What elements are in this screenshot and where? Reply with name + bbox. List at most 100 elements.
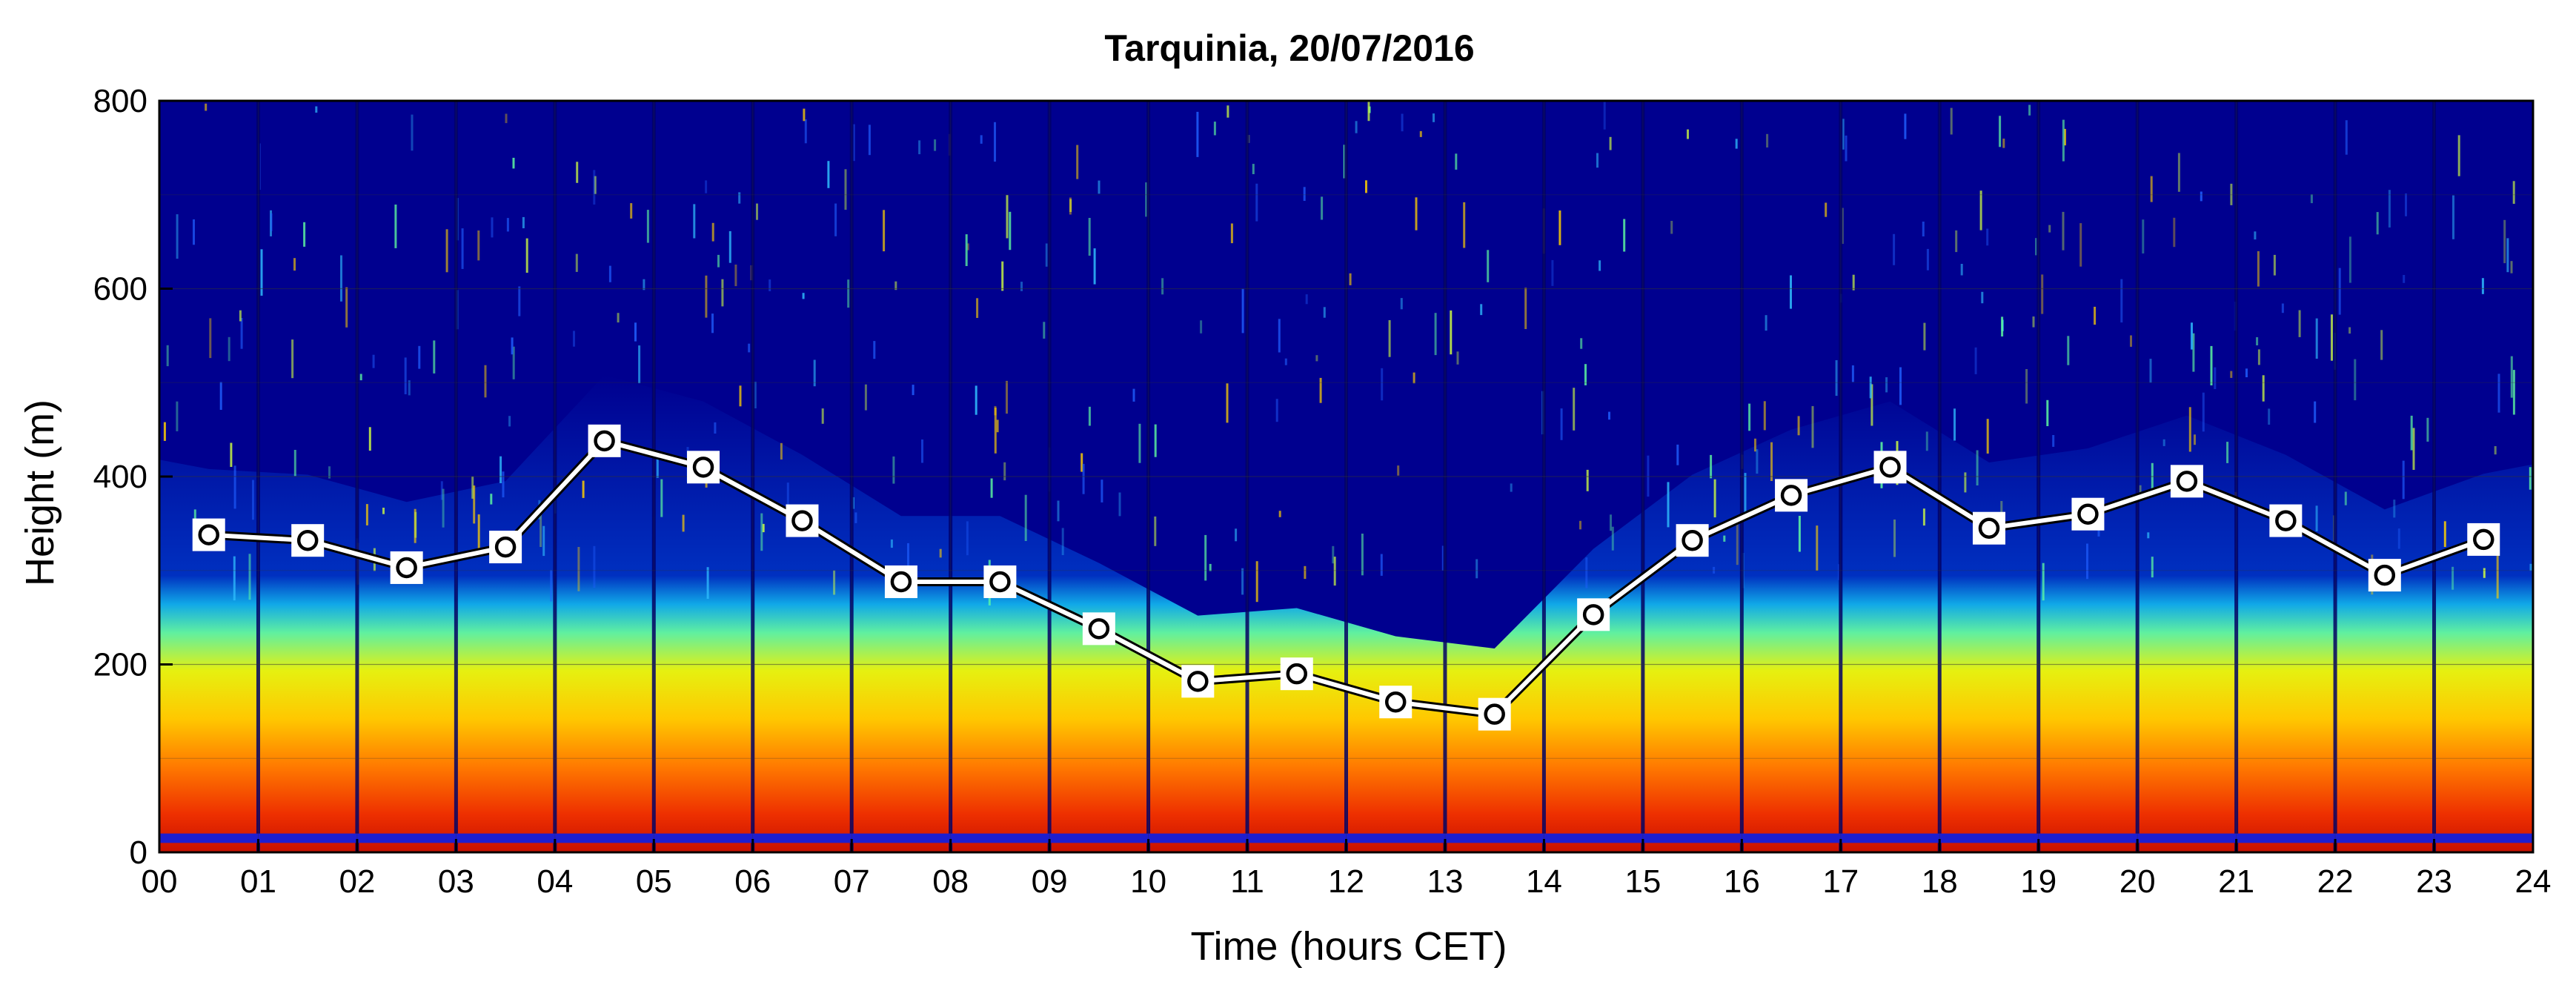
echogram-speckle bbox=[1319, 377, 1322, 403]
x-tick-label: 05 bbox=[636, 863, 672, 900]
echogram-speckle bbox=[1001, 261, 1004, 291]
echogram-speckle bbox=[1230, 223, 1233, 244]
echogram-speckle bbox=[1450, 310, 1453, 355]
echogram-speckle bbox=[2173, 217, 2176, 248]
echogram-speckle bbox=[868, 125, 871, 156]
echogram-speckle bbox=[228, 336, 230, 362]
echogram-speckle bbox=[990, 478, 993, 498]
echogram-speckle bbox=[260, 249, 263, 296]
echogram-speckle bbox=[1551, 259, 1554, 286]
echogram-speckle bbox=[163, 422, 166, 441]
echogram-speckle bbox=[608, 265, 611, 282]
echogram-speckle bbox=[1241, 568, 1244, 595]
echogram-speckle bbox=[518, 286, 521, 316]
echogram-speckle bbox=[1893, 520, 1896, 557]
echogram-speckle bbox=[1923, 322, 1926, 351]
echogram-speckle bbox=[854, 512, 857, 523]
echogram-speckle bbox=[2315, 318, 2318, 359]
echogram-speckle bbox=[630, 203, 633, 219]
echogram-speckle bbox=[404, 357, 407, 394]
echogram-speckle bbox=[445, 229, 448, 273]
echogram-speckle bbox=[1333, 557, 1336, 586]
echogram-speckle bbox=[2079, 223, 2082, 267]
echogram-speckle bbox=[2001, 316, 2004, 336]
echogram-speckle bbox=[1974, 347, 1977, 374]
echogram-speckle bbox=[980, 135, 983, 144]
echogram-speckle bbox=[502, 471, 505, 498]
echogram-speckle bbox=[1585, 557, 1588, 588]
echogram-speckle bbox=[802, 293, 805, 299]
echogram-speckle bbox=[2052, 435, 2055, 447]
echogram-speckle bbox=[2149, 359, 2152, 383]
echogram-speckle bbox=[1960, 264, 1963, 276]
echogram-speckle bbox=[2281, 303, 2284, 313]
echogram-speckle bbox=[827, 161, 830, 188]
echogram-speckle bbox=[394, 205, 397, 248]
echogram-speckle bbox=[270, 213, 273, 231]
echogram-speckle bbox=[205, 103, 208, 111]
echogram-speckle bbox=[1278, 511, 1281, 517]
series-point bbox=[1682, 529, 1703, 551]
echogram-speckle bbox=[593, 170, 596, 205]
echogram-speckle bbox=[1380, 554, 1383, 576]
echogram-speckle bbox=[382, 508, 385, 514]
echogram-speckle bbox=[2397, 528, 2400, 549]
echogram-speckle bbox=[1976, 450, 1979, 485]
echogram-speckle bbox=[643, 279, 645, 291]
echogram-speckle bbox=[1088, 218, 1091, 256]
echogram-speckle bbox=[1842, 119, 1845, 150]
echogram-speckle bbox=[540, 508, 542, 547]
echogram-speckle bbox=[1623, 219, 1626, 252]
echogram-speckle bbox=[1835, 360, 1838, 397]
echogram-speckle bbox=[847, 279, 850, 308]
echogram-speckle bbox=[1816, 525, 1819, 571]
series-point bbox=[692, 457, 714, 478]
y-tick-label: 0 bbox=[130, 835, 147, 871]
echogram-speckle bbox=[2314, 401, 2317, 423]
echogram-speckle bbox=[738, 192, 741, 204]
series-point bbox=[2077, 503, 2099, 525]
echogram-speckle bbox=[1611, 526, 1614, 551]
echogram-speckle bbox=[411, 114, 414, 151]
x-tick-label: 17 bbox=[1822, 863, 1859, 900]
echogram-speckle bbox=[1524, 288, 1527, 329]
echogram-speckle bbox=[219, 382, 222, 410]
echogram-speckle bbox=[1161, 278, 1164, 295]
series-point bbox=[1978, 517, 2000, 539]
echogram-speckle bbox=[1043, 322, 1046, 339]
echogram-speckle bbox=[2402, 460, 2405, 500]
echogram-speckle bbox=[754, 382, 757, 408]
echogram-speckle bbox=[2226, 442, 2229, 463]
echogram-speckle bbox=[1441, 545, 1444, 571]
echogram-speckle bbox=[1811, 405, 1814, 448]
echogram-speckle bbox=[1904, 113, 1907, 139]
echogram-speckle bbox=[1235, 528, 1238, 542]
echogram-speckle bbox=[1885, 377, 1888, 393]
echogram-speckle bbox=[660, 479, 663, 517]
echogram-speckle bbox=[1986, 419, 1989, 454]
echogram-speckle bbox=[2512, 181, 2515, 204]
echogram-speckle bbox=[512, 157, 515, 169]
echogram-speckle bbox=[499, 456, 502, 483]
series-point bbox=[396, 557, 417, 579]
echogram-speckle bbox=[1278, 319, 1281, 353]
y-axis-label: Height (m) bbox=[18, 399, 62, 586]
echogram-speckle bbox=[440, 481, 443, 500]
echogram-speckle bbox=[1922, 508, 1925, 526]
echogram-speckle bbox=[1138, 423, 1141, 463]
echogram-speckle bbox=[1964, 472, 1967, 493]
echogram-speckle bbox=[293, 450, 296, 477]
x-tick-label: 23 bbox=[2416, 863, 2452, 900]
echogram-speckle bbox=[2230, 371, 2233, 378]
echogram-speckle bbox=[2483, 568, 2486, 578]
echogram-speckle bbox=[2348, 236, 2351, 283]
echogram-speckle bbox=[2202, 392, 2205, 432]
echogram-speckle bbox=[821, 408, 824, 424]
echogram-speckle bbox=[1510, 483, 1513, 492]
echogram-speckle bbox=[1560, 408, 1563, 440]
echogram-speckle bbox=[2426, 417, 2429, 442]
echogram-speckle bbox=[1713, 566, 1716, 574]
echogram-speckle bbox=[2200, 191, 2202, 202]
echogram-speckle bbox=[2376, 212, 2379, 235]
echogram-speckle bbox=[1603, 102, 1606, 130]
